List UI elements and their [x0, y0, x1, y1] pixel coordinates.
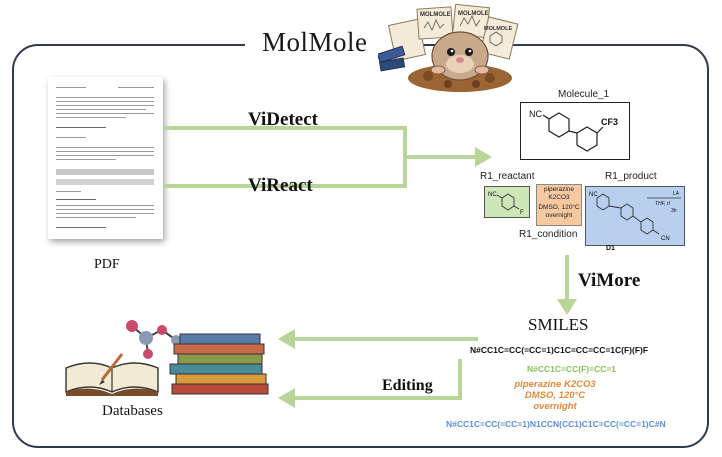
r1-reactant-label: R1_reactant [480, 171, 535, 182]
databases-illustration-icon [65, 320, 269, 396]
molecule-1-structure: NC CF3 [520, 102, 630, 160]
r1-product-label: R1_product [605, 171, 657, 182]
condition-box-line-2: K2CO3 [548, 194, 570, 201]
mascot-sheet-text-3: MOLMOLE [484, 26, 512, 32]
vireact-label: ViReact [248, 175, 313, 196]
condition-box-line-3: DMSO, 120°C [538, 204, 580, 211]
mascot-sheet-text-1: MOLMOLE [420, 12, 451, 18]
databases-label: Databases [102, 403, 163, 419]
smiles-line-2: N#CC1C=CC(F)=CC=1 [527, 364, 617, 374]
title-mask [245, 30, 393, 60]
mascot-sheet-text-2: MOLMOLE [458, 11, 489, 17]
editing-label: Editing [382, 377, 433, 394]
condition-line-1: piperazine K2CO3 [514, 379, 596, 390]
arrow-head-right [475, 147, 492, 167]
arrow-head-left-1 [278, 329, 295, 349]
pdf-document-thumbnail [48, 77, 163, 239]
condition-line-3: overnight [533, 401, 577, 412]
molecule-nc-text: NC [529, 109, 542, 119]
page-title: MolMole [262, 27, 368, 57]
condition-line-2: DMSO, 120°C [524, 390, 586, 401]
molecule-label: Molecule_1 [558, 89, 610, 100]
smiles-line-3: N#CC1C=CC(=CC=1)N1CCN(CC1)C1C=CC(=CC=1)C… [446, 419, 666, 429]
condition-box-line-4: overnight [545, 212, 573, 219]
videtect-label: ViDetect [248, 109, 318, 130]
product-side-text-1: LA [673, 191, 680, 197]
pdf-label: PDF [94, 257, 120, 272]
reactant-nc-text: NC [488, 192, 497, 198]
arrow-head-left-2 [278, 388, 295, 408]
product-box: NC CN LA THF, rt 3h [585, 186, 685, 246]
molecule-cf3-text: CF3 [601, 117, 618, 127]
smiles-label: SMILES [528, 315, 589, 334]
condition-text-block: piperazine K2CO3 DMSO, 120°C overnight [500, 379, 610, 412]
product-nc-text: NC [589, 192, 598, 198]
vimore-label: ViMore [578, 270, 641, 291]
product-d1-label: D1 [606, 245, 615, 252]
condition-box-line-1: piperazine [544, 186, 574, 193]
product-side-text-2: THF, rt [655, 201, 671, 207]
smiles-line-1: N#CC1C=CC(=CC=1)C1C=CC=CC=1C(F)(F)F [470, 345, 649, 355]
condition-box: piperazine K2CO3 DMSO, 120°C overnight [536, 184, 582, 226]
product-cn-text: CN [661, 236, 670, 242]
mole-mascot-icon: MOLMOLE MOLMOLE MOLMOLE [378, 4, 519, 92]
arrow-head-down [557, 299, 577, 315]
product-side-text-3: 3h [671, 208, 677, 214]
r1-condition-label: R1_condition [519, 229, 578, 240]
reactant-box: NC F [484, 186, 530, 218]
reactant-f-text: F [520, 210, 524, 216]
